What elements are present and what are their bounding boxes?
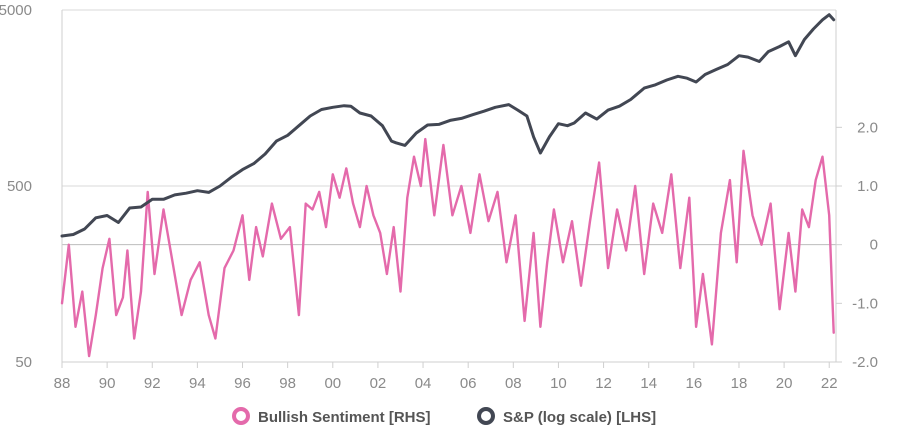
legend-marker-sp-log [477,407,495,425]
y-left-tick-label: 500 [7,178,32,195]
x-tick-label: 18 [731,375,748,392]
y-left-tick-label: 5000 [0,2,32,19]
x-tick-label: 00 [324,375,341,392]
x-tick-label: 08 [505,375,522,392]
x-tick-label: 20 [776,375,793,392]
y-right-tick-label: 2.0 [857,119,878,136]
x-tick-label: 94 [189,375,206,392]
chart-axes [61,10,842,368]
y-right-tick-label: 0 [870,237,878,254]
x-tick-label: 92 [144,375,161,392]
x-tick-label: 90 [99,375,116,392]
y-left-tick-label: 50 [15,354,32,371]
chart-tick-labels: 50 500 5000 -2.0 -1.0 0 1.0 2.0 88 90 92 94 96 98 00 02… [0,2,878,392]
x-tick-label: 96 [234,375,251,392]
y-right-tick-label: -1.0 [852,295,878,312]
x-tick-label: 12 [595,375,612,392]
y-right-tick-label: -2.0 [852,354,878,371]
x-tick-label: 16 [685,375,702,392]
x-tick-label: 06 [460,375,477,392]
series-line-sp-log [60,13,836,238]
chart-series [60,13,836,358]
legend-label-sp-log: S&P (log scale) [LHS] [503,409,656,426]
x-tick-label: 88 [54,375,71,392]
series-line-bullish-sentiment [60,137,835,358]
legend-marker-bullish-sentiment [232,407,250,425]
x-tick-label: 02 [370,375,387,392]
legend-label-bullish-sentiment: Bullish Sentiment [RHS] [258,409,431,426]
x-tick-label: 10 [550,375,567,392]
x-tick-label: 04 [415,375,432,392]
chart-legend: Bullish Sentiment [RHS] S&P (log scale) … [232,407,656,426]
x-tick-label: 14 [640,375,657,392]
x-tick-label: 98 [279,375,296,392]
y-right-tick-label: 1.0 [857,178,878,195]
x-tick-label: 22 [821,375,838,392]
